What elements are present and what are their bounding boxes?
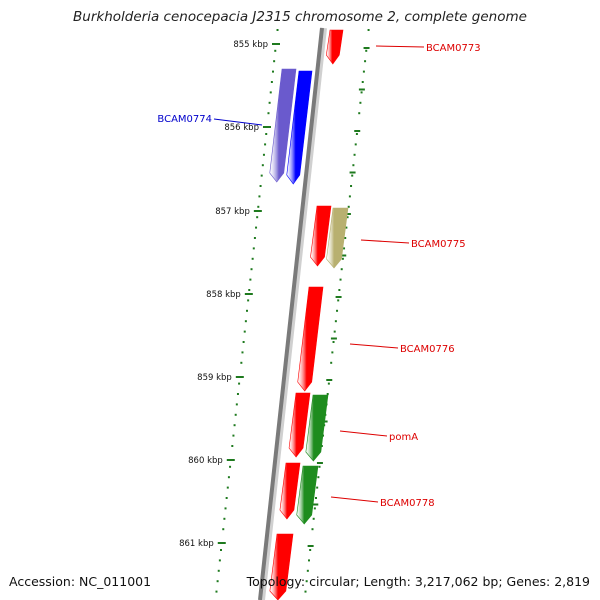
gene-arrow [305, 394, 329, 462]
tick-label: 859 kbp [197, 373, 232, 383]
tick-label: 856 kbp [224, 123, 259, 133]
gene-arrow [269, 533, 294, 600]
gene-label: BCAM0773 [426, 43, 481, 54]
gene-arrow [326, 29, 344, 65]
tick-label: 857 kbp [215, 207, 250, 217]
callout-line [330, 496, 379, 503]
gene-label: BCAM0775 [411, 239, 466, 250]
callout-line [349, 343, 399, 349]
gene-arrow [296, 465, 319, 525]
gene-arrow [297, 286, 324, 392]
topology-label: Topology: circular; Length: 3,217,062 bp… [246, 574, 590, 589]
gene-arrow [279, 462, 301, 520]
callout-line [360, 239, 410, 244]
gene-label: BCAM0776 [400, 344, 455, 355]
gene-arrow [269, 68, 297, 183]
gene-label: BCAM0774 [157, 114, 212, 125]
gene-arrow [286, 70, 313, 185]
map-title: Burkholderia cenocepacia J2315 chromosom… [73, 9, 527, 25]
tick-label: 861 kbp [179, 539, 214, 549]
gene-arrow [288, 392, 311, 458]
accession-label: Accession: NC_011001 [9, 574, 152, 589]
backbone-line [258, 27, 324, 600]
gene-arrow [310, 205, 332, 267]
tick-label: 860 kbp [188, 456, 223, 466]
tick-label: 858 kbp [206, 290, 241, 300]
gene-label: BCAM0778 [380, 498, 435, 509]
callout-line [213, 118, 263, 126]
gene-label: pomA [389, 432, 418, 443]
callout-line [339, 430, 388, 437]
callout-line [375, 45, 425, 48]
tick-label: 855 kbp [233, 40, 268, 50]
gene-arrow [326, 207, 349, 269]
